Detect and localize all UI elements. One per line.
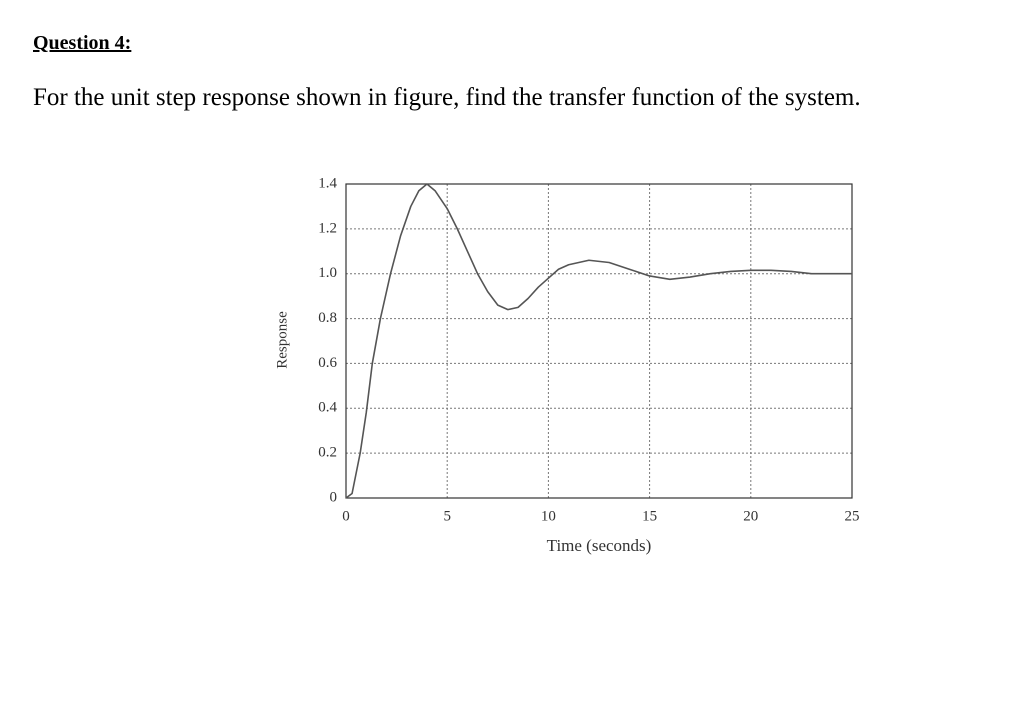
x-tick-label: 15 [642, 508, 657, 524]
y-tick-label: 0.4 [318, 400, 337, 416]
x-tick-label: 25 [845, 508, 860, 524]
y-tick-label: 1.2 [318, 220, 337, 236]
question-text: For the unit step response shown in figu… [33, 84, 861, 111]
response-line [345, 183, 852, 499]
question-title: Question 4: [33, 32, 132, 54]
x-tick-label: 5 [443, 508, 451, 524]
y-tick-label: 1.0 [318, 265, 337, 281]
y-tick-label: 0.2 [318, 445, 337, 461]
y-axis-label: Response [274, 311, 290, 369]
plot-frame [345, 183, 853, 499]
y-tick-label: 0.8 [318, 310, 337, 326]
x-axis-label: Time (seconds) [547, 536, 652, 555]
x-tick-label: 0 [342, 508, 350, 524]
y-tick-label: 1.4 [318, 175, 337, 191]
x-tick-label: 10 [541, 508, 556, 524]
x-tick-label: 20 [743, 508, 758, 524]
y-tick-label: 0.6 [318, 355, 337, 371]
y-tick-label: 0 [330, 489, 338, 505]
